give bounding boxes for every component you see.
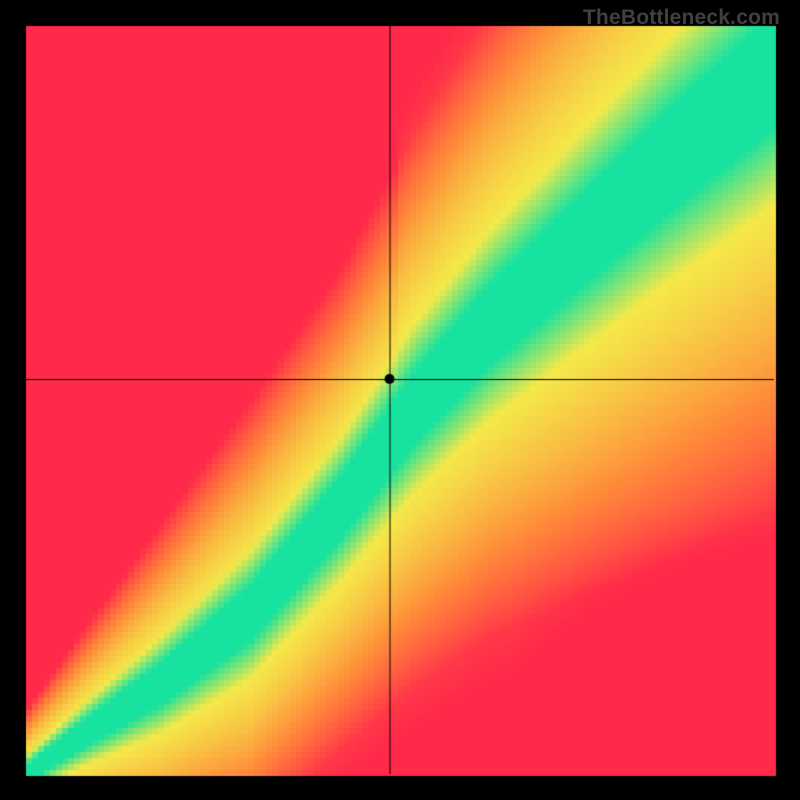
bottleneck-heatmap-canvas [0,0,800,800]
watermark-text: TheBottleneck.com [583,6,780,30]
chart-container: TheBottleneck.com [0,0,800,800]
